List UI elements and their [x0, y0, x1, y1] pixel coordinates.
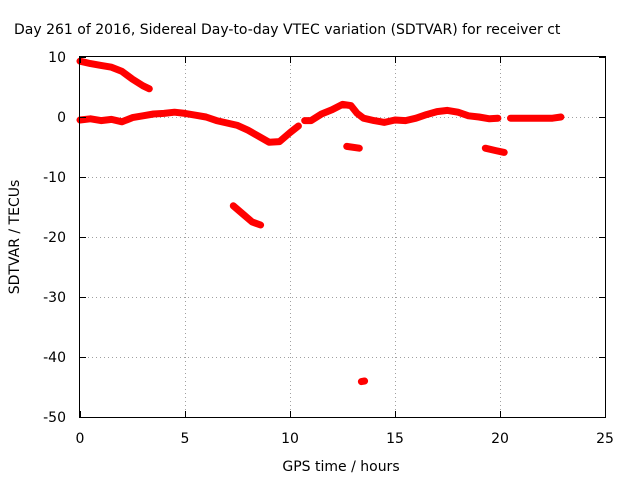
y-tick-label: 10	[48, 50, 66, 66]
y-tick-label: 0	[57, 110, 66, 126]
series-segment-5	[229, 202, 265, 229]
series-segment-7	[481, 144, 508, 156]
x-tick-labels: 0 5 10 15 20 25	[76, 431, 614, 447]
x-tick-label: 20	[491, 431, 509, 447]
series-segment-8	[357, 377, 369, 386]
plot-frame	[79, 56, 606, 418]
y-tick-label: -20	[43, 230, 66, 246]
x-tick-label: 15	[386, 431, 404, 447]
y-axis-label: SDTVAR / TECUs	[7, 180, 23, 295]
x-tick-label: 5	[181, 431, 190, 447]
x-axis-label: GPS time / hours	[282, 459, 399, 475]
y-tick-label: -50	[43, 410, 66, 426]
chart-title: Day 261 of 2016, Sidereal Day-to-day VTE…	[14, 22, 561, 38]
axis-ticks	[80, 57, 606, 418]
y-tick-label: -30	[43, 290, 66, 306]
series-segment-6	[343, 142, 363, 152]
series-segment-4	[507, 113, 565, 122]
y-tick-labels: 10 0 -10 -20 -30 -40 -50	[43, 50, 66, 426]
y-tick-label: -10	[43, 170, 66, 186]
data-series	[76, 57, 565, 386]
series-segment-2	[76, 108, 302, 146]
x-tick-label: 10	[281, 431, 299, 447]
y-tick-label: -40	[43, 350, 66, 366]
x-tick-label: 25	[596, 431, 614, 447]
series-segment-3	[301, 100, 502, 126]
series-segment-1	[76, 57, 153, 93]
x-tick-label: 0	[76, 431, 85, 447]
